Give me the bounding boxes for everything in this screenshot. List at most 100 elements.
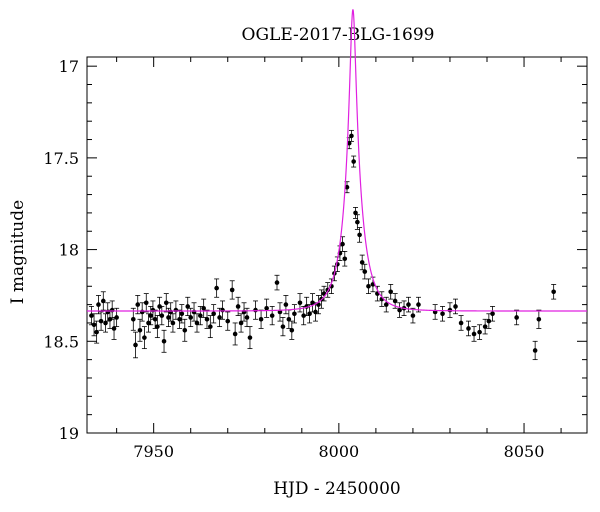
- data-marker: [514, 315, 519, 320]
- data-point: [365, 278, 371, 295]
- data-marker: [225, 318, 231, 324]
- data-point: [232, 322, 238, 346]
- data-point: [354, 214, 360, 230]
- model-curve: [87, 9, 587, 312]
- y-tick-label: 18: [59, 241, 79, 260]
- data-marker: [163, 300, 169, 306]
- y-tick-label: 19: [59, 424, 79, 443]
- data-point: [207, 315, 213, 339]
- data-point: [274, 274, 280, 291]
- data-marker: [532, 348, 538, 353]
- data-marker: [182, 327, 188, 333]
- data-marker: [214, 285, 219, 291]
- data-point: [410, 307, 416, 324]
- data-marker: [155, 324, 160, 329]
- y-tick-label: 18.5: [43, 332, 79, 351]
- data-point: [159, 306, 165, 326]
- data-marker: [109, 307, 115, 313]
- data-point: [98, 311, 104, 331]
- data-point: [100, 291, 106, 311]
- data-marker: [258, 316, 264, 322]
- data-marker: [159, 313, 165, 318]
- data-point: [111, 317, 117, 340]
- data-point: [214, 278, 220, 298]
- data-marker: [89, 313, 94, 318]
- data-point: [471, 326, 477, 342]
- data-point: [490, 306, 496, 322]
- data-point: [397, 302, 403, 318]
- data-marker: [208, 324, 213, 329]
- data-marker: [353, 210, 358, 216]
- data-marker: [355, 219, 360, 225]
- data-marker: [247, 335, 253, 340]
- data-marker: [344, 184, 350, 190]
- data-points: [88, 129, 557, 361]
- data-marker: [269, 313, 275, 318]
- data-point: [482, 318, 488, 335]
- data-point: [238, 313, 244, 333]
- data-point: [163, 293, 169, 313]
- data-marker: [211, 311, 216, 317]
- data-marker: [482, 324, 488, 329]
- data-point: [211, 304, 217, 324]
- data-point: [283, 295, 289, 315]
- y-tick-labels: 17 17.5 18 18.5 19: [43, 57, 79, 443]
- data-marker: [198, 313, 203, 318]
- data-point: [415, 296, 421, 313]
- data-marker: [349, 133, 354, 139]
- data-marker: [161, 338, 167, 344]
- data-marker: [179, 311, 185, 317]
- data-marker: [217, 315, 222, 320]
- data-point: [307, 304, 313, 324]
- data-point: [351, 155, 357, 168]
- data-point: [514, 309, 520, 326]
- data-point: [477, 324, 483, 340]
- data-point: [109, 300, 115, 320]
- data-marker: [440, 311, 445, 317]
- data-point: [532, 340, 538, 361]
- data-marker: [142, 335, 147, 340]
- data-marker: [351, 159, 356, 164]
- data-point: [143, 293, 149, 313]
- data-marker: [477, 329, 482, 335]
- data-marker: [229, 287, 235, 293]
- data-marker: [406, 302, 411, 307]
- data-point: [182, 318, 188, 342]
- data-point: [291, 304, 297, 324]
- data-point: [362, 263, 368, 280]
- data-marker: [280, 324, 286, 329]
- data-point: [536, 309, 542, 329]
- x-tick-label: 7950: [133, 442, 174, 461]
- data-point: [315, 295, 321, 315]
- data-point: [286, 309, 292, 329]
- data-point: [247, 326, 253, 350]
- data-marker: [264, 305, 269, 311]
- data-marker: [359, 260, 365, 265]
- data-marker: [188, 315, 194, 320]
- data-point: [91, 313, 97, 337]
- data-marker: [238, 320, 244, 326]
- chart-title: OGLE-2017-BLG-1699: [242, 25, 435, 45]
- data-point: [94, 320, 100, 344]
- axis-ticks: [87, 57, 587, 434]
- data-point: [465, 320, 471, 337]
- data-marker: [307, 311, 312, 317]
- data-marker: [274, 280, 280, 285]
- data-point: [280, 317, 286, 337]
- data-point: [432, 304, 438, 320]
- data-point: [130, 307, 136, 331]
- data-point: [353, 206, 359, 219]
- data-marker: [297, 300, 303, 306]
- data-marker: [310, 300, 315, 306]
- data-point: [170, 313, 176, 333]
- data-point: [289, 320, 295, 340]
- data-marker: [194, 320, 200, 326]
- data-marker: [94, 329, 99, 335]
- data-point: [357, 227, 363, 243]
- data-point: [551, 284, 557, 300]
- data-point: [133, 331, 139, 359]
- data-marker: [416, 302, 421, 307]
- y-tick-label: 17.5: [43, 149, 79, 168]
- data-point: [201, 298, 207, 318]
- data-marker: [340, 241, 345, 247]
